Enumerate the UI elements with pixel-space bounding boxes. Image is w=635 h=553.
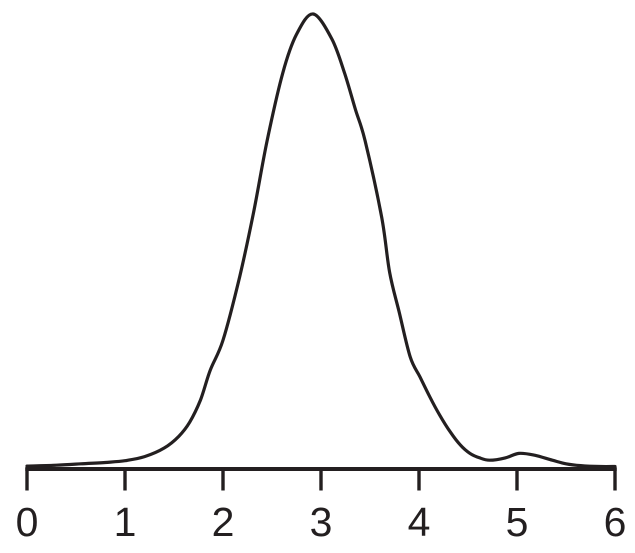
x-tick-label: 2	[212, 499, 235, 545]
x-tick-label: 4	[408, 499, 431, 545]
x-axis-ticks	[25, 468, 617, 491]
x-tick-label: 0	[16, 499, 39, 545]
x-tick-label: 3	[310, 499, 333, 545]
x-tick-label: 1	[114, 499, 137, 545]
x-tick-label: 6	[604, 499, 627, 545]
x-tick-label: 5	[506, 499, 529, 545]
density-curve	[25, 12, 617, 469]
x-axis-tick-labels: 0 1 2 3 4 5 6	[16, 499, 627, 545]
